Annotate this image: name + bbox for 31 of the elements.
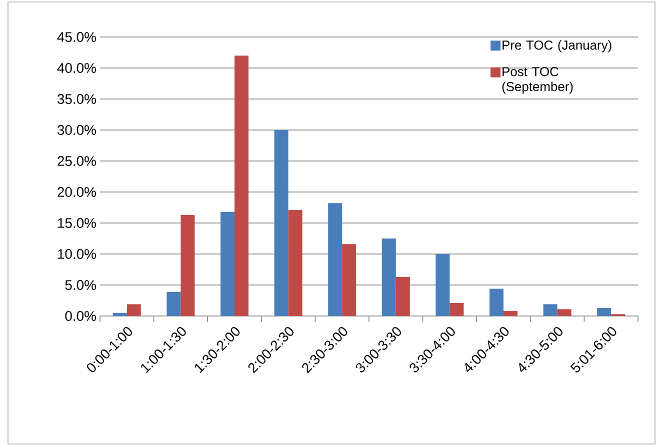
- bar: [597, 308, 612, 316]
- y-tick-label: 40.0%: [57, 63, 96, 73]
- bar: [450, 302, 464, 316]
- y-tick-label: 20.0%: [58, 187, 96, 197]
- bar: [274, 130, 288, 316]
- bar: [126, 304, 141, 316]
- bar: [166, 292, 181, 316]
- y-tick-label: 25.0%: [58, 156, 96, 166]
- y-tick-label: 45.0%: [57, 32, 96, 42]
- y-tick-label: 30.0%: [57, 125, 96, 135]
- bar: [288, 210, 302, 316]
- y-tick-label: 15.0%: [58, 218, 96, 228]
- bar: [543, 304, 558, 316]
- y-tick-label: 0.0%: [65, 311, 96, 321]
- bar: [112, 312, 127, 316]
- legend-label: Pre TOC (January): [502, 40, 612, 52]
- y-tick-label: 5.0%: [65, 280, 96, 290]
- bar: [180, 214, 195, 316]
- bar: [396, 276, 410, 316]
- legend-label: Post TOC (September): [502, 67, 573, 94]
- bar: [220, 212, 234, 316]
- bar: [234, 56, 248, 316]
- bar: [436, 254, 450, 316]
- y-tick-label: 10.0%: [58, 249, 96, 259]
- bar: [490, 288, 504, 316]
- y-tick-label: 35.0%: [57, 94, 96, 104]
- bar: [342, 244, 356, 316]
- bar: [382, 238, 396, 316]
- bar: [328, 203, 342, 316]
- bar: [504, 311, 518, 316]
- bar: [557, 309, 572, 316]
